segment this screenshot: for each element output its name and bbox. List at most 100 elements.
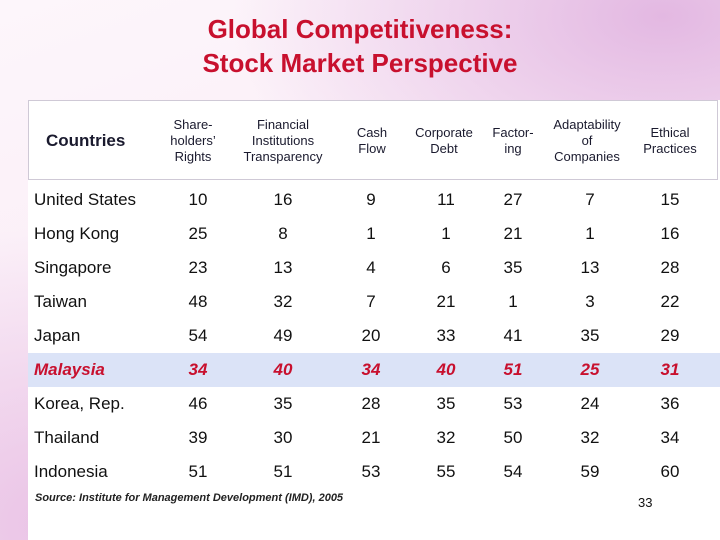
table-cell: 53 <box>361 462 381 481</box>
column-header: Financial Institutions Transparency <box>228 100 338 182</box>
table-cell: 40 <box>273 360 293 379</box>
table-cell: 50 <box>503 428 523 447</box>
table-cell: 1 <box>508 292 518 311</box>
table-cell: 41 <box>503 326 523 345</box>
table-panel <box>28 100 720 540</box>
header-line: Companies <box>554 149 620 164</box>
table-cell: 4 <box>366 258 376 277</box>
table-cell: 1 <box>366 224 376 243</box>
table-cell: 7 <box>366 292 376 311</box>
table-cell: 30 <box>273 428 293 447</box>
header-line: ing <box>504 141 522 156</box>
title-line-2: Stock Market Perspective <box>202 48 518 78</box>
header-line: Practices <box>643 141 697 156</box>
table-cell: 31 <box>660 360 680 379</box>
header-line: Institutions <box>251 133 315 148</box>
header-line: Transparency <box>243 149 323 164</box>
title-line-1: Global Competitiveness: <box>207 14 513 44</box>
table-cell: 21 <box>503 224 523 243</box>
country-name: Indonesia <box>34 462 108 481</box>
table-cell: 35 <box>436 394 456 413</box>
column-header: Cash Flow <box>342 100 402 182</box>
header-countries: Countries <box>46 100 146 182</box>
table-cell: 59 <box>580 462 600 481</box>
table-cell: 25 <box>188 224 208 243</box>
country-name: Korea, Rep. <box>34 394 125 413</box>
table-cell: 10 <box>188 190 208 209</box>
header-line: Share- <box>173 117 213 132</box>
table-cell: 48 <box>188 292 208 311</box>
country-name: Japan <box>34 326 81 345</box>
table-row: Singapore 23 13 4 6 35 13 28 <box>28 251 720 285</box>
header-line: of <box>581 133 593 148</box>
table-cell: 9 <box>366 190 376 209</box>
header-line: holders’ <box>170 133 216 148</box>
table-cell: 34 <box>660 428 680 447</box>
table-cell: 27 <box>503 190 523 209</box>
table-cell: 51 <box>503 360 523 379</box>
table-cell: 32 <box>273 292 293 311</box>
column-header: Corporate Debt <box>404 100 484 182</box>
table-cell: 1 <box>585 224 595 243</box>
header-line: Debt <box>430 141 458 156</box>
table-row: Hong Kong 25 8 1 1 21 1 16 <box>28 217 720 251</box>
column-header: Share-holders’ Rights <box>158 100 228 182</box>
table-cell: 21 <box>436 292 456 311</box>
table-cell: 54 <box>503 462 523 481</box>
country-name: Singapore <box>34 258 112 277</box>
table-cell: 13 <box>273 258 293 277</box>
table-cell: 6 <box>441 258 451 277</box>
table-row: United States 10 16 9 11 27 7 15 <box>28 183 720 217</box>
table-cell: 35 <box>580 326 600 345</box>
table-cell: 22 <box>660 292 680 311</box>
header-line: Flow <box>358 141 386 156</box>
header-line: Financial <box>256 117 310 132</box>
table-cell: 55 <box>436 462 456 481</box>
table-cell: 20 <box>361 326 381 345</box>
table-cell: 8 <box>278 224 288 243</box>
table-row: Malaysia 34 40 34 40 51 25 31 <box>28 353 720 387</box>
table-cell: 46 <box>188 394 208 413</box>
country-name: Taiwan <box>34 292 87 311</box>
header-line: Factor- <box>492 125 534 140</box>
table-row: Indonesia 51 51 53 55 54 59 60 <box>28 455 720 489</box>
table-cell: 39 <box>188 428 208 447</box>
table-cell: 35 <box>503 258 523 277</box>
table-cell: 23 <box>188 258 208 277</box>
table-cell: 51 <box>188 462 208 481</box>
table-cell: 32 <box>436 428 456 447</box>
table-cell: 1 <box>441 224 451 243</box>
column-header: Adaptability of Companies <box>540 100 634 182</box>
country-name: Thailand <box>34 428 100 447</box>
header-line: Countries <box>46 131 126 150</box>
table-cell: 29 <box>660 326 680 345</box>
country-name: Malaysia <box>34 360 105 379</box>
table-cell: 24 <box>580 394 600 413</box>
table-cell: 28 <box>361 394 381 413</box>
table-cell: 3 <box>585 292 595 311</box>
country-name: United States <box>34 190 137 209</box>
page-number: 33 <box>638 495 653 510</box>
table-cell: 40 <box>436 360 456 379</box>
column-header: Ethical Practices <box>630 100 710 182</box>
table-cell: 7 <box>585 190 595 209</box>
table-cell: 51 <box>273 462 293 481</box>
table-cell: 25 <box>580 360 600 379</box>
header-line: Rights <box>174 149 212 164</box>
table-cell: 21 <box>361 428 381 447</box>
table-row: Korea, Rep. 46 35 28 35 53 24 36 <box>28 387 720 421</box>
header-line: Ethical <box>650 125 690 140</box>
table-row: Taiwan 48 32 7 21 1 3 22 <box>28 285 720 319</box>
slide-title: Global Competitiveness: Stock Market Per… <box>0 12 720 80</box>
table-cell: 15 <box>660 190 680 209</box>
table-cell: 35 <box>273 394 293 413</box>
table-cell: 34 <box>361 360 381 379</box>
table-cell: 13 <box>580 258 600 277</box>
country-name: Hong Kong <box>34 224 120 243</box>
header-line: Cash <box>356 125 388 140</box>
table-cell: 60 <box>660 462 680 481</box>
table-cell: 33 <box>436 326 456 345</box>
table-cell: 34 <box>188 360 208 379</box>
table-cell: 36 <box>660 394 680 413</box>
table-cell: 53 <box>503 394 523 413</box>
